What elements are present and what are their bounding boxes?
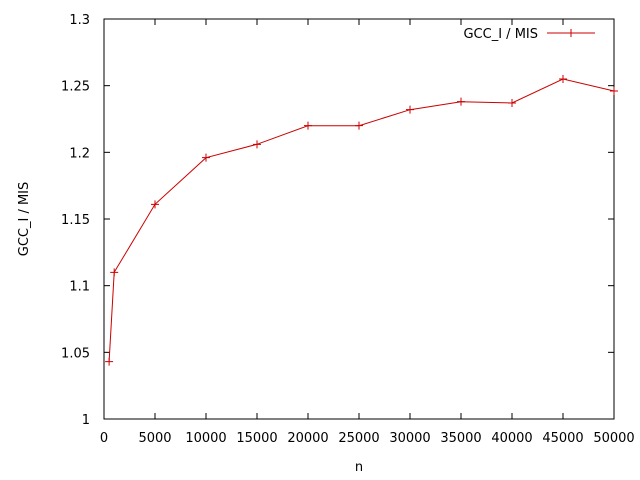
legend-label: GCC_I / MIS [463, 27, 538, 42]
data-point [406, 105, 414, 114]
y-tick-label: 1.3 [69, 13, 90, 28]
x-tick-label: 50000 [593, 431, 634, 446]
data-point [610, 87, 618, 95]
legend-marker [567, 29, 575, 37]
x-tick-label: 25000 [338, 431, 379, 446]
y-tick-label: 1.05 [61, 346, 90, 361]
x-tick-label: 35000 [440, 431, 481, 446]
legend: GCC_I / MIS [463, 27, 595, 42]
x-tick-label: 0 [100, 431, 108, 446]
x-tick-label: 20000 [287, 431, 328, 446]
y-tick-label: 1.15 [61, 213, 90, 228]
plot-frame [103, 18, 615, 420]
x-tick-label: 10000 [185, 431, 226, 446]
data-point [110, 268, 119, 277]
x-tick-label: 45000 [542, 431, 583, 446]
data-point [105, 357, 114, 366]
x-axis-label: n [355, 460, 363, 475]
x-ticks: 0 5000 10000 15000 20000 25000 30000 35000 40000… [100, 19, 635, 446]
x-tick-label: 15000 [236, 431, 277, 446]
x-tick-label: 40000 [491, 431, 532, 446]
data-point [559, 75, 567, 83]
data-point [457, 97, 465, 106]
data-point [202, 153, 210, 162]
y-tick-label: 1.25 [61, 80, 90, 95]
y-ticks: 1 1.05 1.1 1.15 1.2 1.25 1.3 [61, 13, 614, 428]
series-layer [105, 75, 618, 366]
y-tick-label: 1.2 [69, 146, 90, 161]
y-axis-label: GCC_I / MIS [17, 182, 32, 257]
x-tick-label: 5000 [138, 431, 171, 446]
data-point [355, 121, 363, 130]
data-point [508, 99, 516, 107]
x-tick-label: 30000 [389, 431, 430, 446]
legend-marker-plus [567, 29, 575, 37]
data-point [151, 200, 159, 209]
series-line [108, 78, 615, 362]
data-point [253, 140, 261, 149]
y-tick-label: 1.1 [69, 280, 90, 295]
y-tick-label: 1 [82, 413, 90, 428]
data-point [304, 121, 312, 130]
